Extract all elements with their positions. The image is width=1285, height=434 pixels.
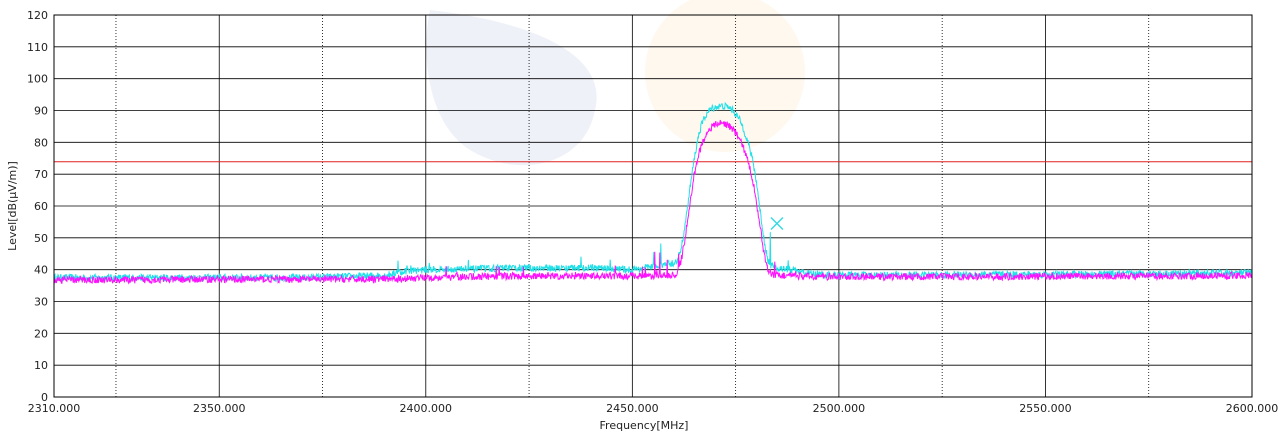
y-tick-label: 70	[34, 168, 48, 181]
marker-layer	[770, 217, 784, 231]
x-tick-labels: 2310.000 2350.000 2400.000 2450.000 2500.000…	[28, 402, 1279, 415]
y-tick-labels: 0 10 20 30 40 50 60 70 80 90 100 110 120	[27, 9, 48, 404]
y-tick-label: 100	[27, 73, 48, 86]
x-tick-label: 2350.000	[193, 402, 246, 415]
x-axis-title: Frequency[MHz]	[600, 419, 689, 432]
peak-marker	[770, 217, 784, 231]
x-tick-label: 2450.000	[606, 402, 659, 415]
y-tick-label: 10	[34, 359, 48, 372]
y-tick-label: 30	[34, 296, 48, 309]
y-tick-label: 80	[34, 136, 48, 149]
y-axis-title: Level[dB(µV/m)]	[6, 161, 19, 251]
series-line	[53, 101, 1253, 283]
watermark-logo	[426, 0, 805, 166]
series-layer	[53, 101, 1253, 285]
x-tick-label: 2400.000	[400, 402, 453, 415]
y-tick-label: 0	[41, 391, 48, 404]
x-tick-label: 2500.000	[813, 402, 866, 415]
y-tick-label: 50	[34, 232, 48, 245]
y-tick-label: 40	[34, 264, 48, 277]
y-tick-label: 90	[34, 105, 48, 118]
series-line	[53, 119, 1253, 285]
x-tick-label: 2600.000	[1226, 402, 1279, 415]
y-tick-label: 60	[34, 200, 48, 213]
x-tick-label: 2310.000	[28, 402, 81, 415]
y-tick-label: 20	[34, 327, 48, 340]
x-tick-label: 2550.000	[1019, 402, 1072, 415]
y-tick-label: 110	[27, 41, 48, 54]
plot-frame	[53, 14, 1253, 398]
y-tick-label: 120	[27, 9, 48, 22]
